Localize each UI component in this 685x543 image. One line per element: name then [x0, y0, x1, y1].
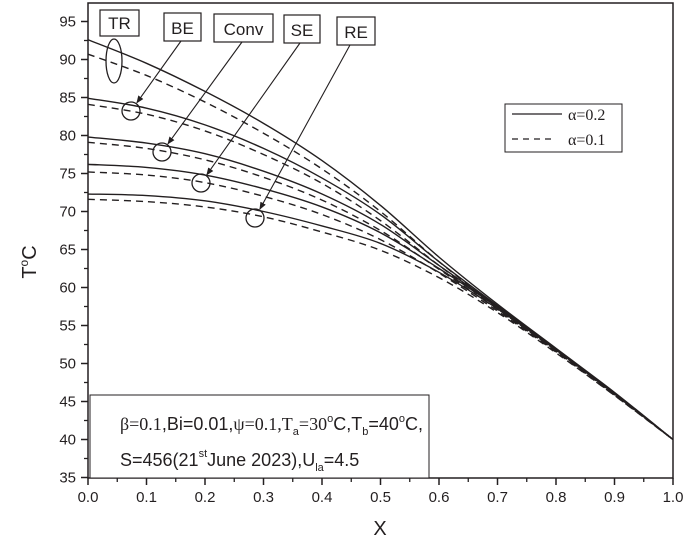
curve-conv-alpha-01 — [87, 141, 674, 441]
y-axis-title-main: T — [19, 266, 41, 278]
marker-circle — [191, 173, 211, 193]
tag-box — [163, 12, 202, 42]
x-tick-label: 0.4 — [312, 489, 333, 506]
y-axis-title: ToC — [17, 245, 41, 278]
legend: α=0.2 α=0.1 — [504, 103, 623, 153]
y-tick-label: 90 — [59, 52, 76, 69]
y-axis-title-unit: C — [19, 245, 41, 259]
curve-be-alpha-01 — [87, 103, 674, 441]
tag-label: RE — [344, 23, 368, 42]
y-tick-label: 80 — [59, 128, 76, 145]
y-tick-label: 40 — [59, 432, 76, 449]
tag-conv: Conv — [152, 13, 274, 162]
x-tick-label: 1.0 — [663, 489, 684, 506]
x-tick-label: 0.2 — [195, 489, 216, 506]
arrow-be — [136, 40, 182, 104]
y-tick-label: 65 — [59, 242, 76, 259]
x-tick-label: 0.7 — [487, 489, 508, 506]
curve-re-alpha-01 — [87, 198, 674, 441]
data-curves — [87, 39, 674, 441]
y-tick-label: 60 — [59, 280, 76, 297]
curve-annotations: TR BE Conv SE RE — [99, 9, 376, 228]
arrow-se — [206, 42, 301, 176]
arrow-re — [259, 44, 351, 210]
tag-se: SE — [191, 14, 321, 193]
legend-box — [504, 103, 623, 153]
marker-circle — [245, 208, 265, 228]
tag-box — [336, 16, 376, 46]
parameter-note-line1: β=0.1,Bi=0.01,ψ=0.1,Ta=30oC,Tb=40oC, — [120, 413, 423, 438]
x-axis: 0.0 0.1 0.2 0.3 0.4 0.5 0.6 0.7 0.8 0.9 1.0 — [78, 478, 684, 506]
legend-solid-label: α=0.2 — [568, 107, 605, 124]
y-tick-label: 95 — [59, 14, 76, 31]
tag-be: BE — [121, 12, 202, 121]
x-tick-label: 0.0 — [78, 489, 99, 506]
x-tick-label: 0.6 — [429, 489, 450, 506]
x-tick-label: 0.8 — [546, 489, 567, 506]
marker-circle — [121, 101, 141, 121]
tag-label: Conv — [224, 20, 264, 39]
tag-label: TR — [108, 14, 131, 33]
y-tick-label: 70 — [59, 204, 76, 221]
x-tick-label: 0.1 — [136, 489, 157, 506]
tag-box — [283, 14, 321, 44]
curve-se-alpha-01 — [87, 171, 674, 441]
marker-ellipse — [105, 38, 123, 84]
tag-box — [213, 13, 274, 43]
tag-re: RE — [245, 16, 376, 228]
svg-text:ToC: ToC — [17, 245, 41, 278]
tag-label: BE — [171, 19, 194, 38]
parameter-note-box — [89, 394, 430, 479]
y-tick-label: 85 — [59, 90, 76, 107]
x-tick-label: 0.5 — [370, 489, 391, 506]
x-tick-label: 0.3 — [253, 489, 274, 506]
tag-tr: TR — [99, 9, 140, 84]
x-tick-label: 0.9 — [604, 489, 625, 506]
arrow-conv — [167, 41, 243, 145]
y-tick-label: 55 — [59, 318, 76, 335]
x-axis-title: X — [373, 518, 386, 540]
parameter-note-line2: S=456(21stJune 2023),Ula=4.5 — [120, 448, 359, 474]
y-tick-label: 50 — [59, 356, 76, 373]
curve-conv-alpha-02 — [87, 136, 674, 441]
tag-label: SE — [291, 21, 314, 40]
curve-re-alpha-02 — [87, 193, 674, 441]
y-tick-label: 45 — [59, 394, 76, 411]
legend-dashed-label: α=0.1 — [568, 132, 605, 149]
tag-box — [99, 9, 140, 37]
parameter-note: β=0.1,Bi=0.01,ψ=0.1,Ta=30oC,Tb=40oC, S=4… — [89, 394, 430, 479]
y-tick-label: 35 — [59, 470, 76, 487]
marker-circle — [152, 142, 172, 162]
y-axis-title-degree: o — [17, 259, 31, 266]
y-axis: 35 40 45 50 55 60 65 70 75 80 85 90 95 — [59, 14, 88, 487]
y-tick-label: 75 — [59, 166, 76, 183]
